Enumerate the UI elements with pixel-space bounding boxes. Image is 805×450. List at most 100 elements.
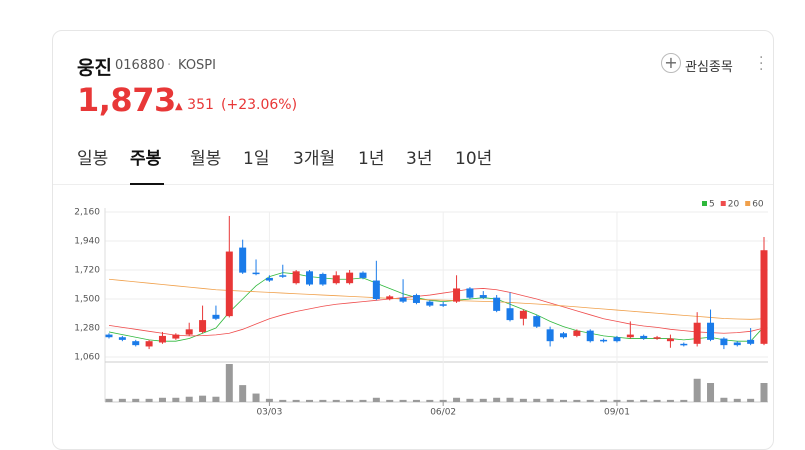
volume-bar [386, 399, 394, 402]
volume-bar [573, 399, 581, 402]
candle-body [466, 288, 474, 298]
volume-bar [306, 399, 314, 402]
candle-body [733, 342, 741, 346]
legend-label: 60 [752, 200, 764, 210]
candle-body [239, 247, 247, 273]
volume-bar [105, 398, 113, 402]
candle-body [506, 308, 514, 321]
candle-body [559, 333, 567, 338]
candle-body [412, 295, 420, 303]
period-tab[interactable]: 월봉 [190, 149, 222, 169]
candle-body [306, 271, 314, 285]
x-tick-label: 06/02 [430, 408, 456, 418]
candle-body [600, 339, 608, 342]
candle-body [185, 329, 193, 335]
candle-body [720, 338, 728, 346]
volume-bar [145, 398, 153, 402]
volume-bar [265, 398, 273, 402]
volume-bar [653, 399, 661, 402]
volume-bar [225, 364, 233, 402]
candle-body [372, 280, 380, 299]
candle-body [199, 320, 207, 332]
volume-bar [372, 397, 380, 402]
volume-bar [479, 398, 487, 402]
legend-label: 5 [709, 200, 715, 210]
candle-body [332, 275, 340, 284]
volume-bar [747, 398, 755, 402]
candle-body [426, 301, 434, 306]
chart: 1,060 1,280 1,500 1,720 1,940 2,160 03/03 06/02… [74, 200, 768, 418]
volume-bar [172, 397, 180, 402]
volume-bar [519, 398, 527, 402]
volume-bar [533, 398, 541, 402]
candle-body [346, 272, 354, 284]
volume-bar [693, 378, 701, 402]
candle-body [453, 288, 461, 302]
change-percent: (+23.06%) [221, 97, 298, 113]
period-tab[interactable]: 1년 [358, 149, 385, 169]
period-tab[interactable]: 3년 [406, 149, 433, 169]
more-menu[interactable]: · · · [759, 50, 764, 78]
active-tab-indicator [130, 183, 164, 185]
volume-bar [439, 399, 447, 402]
volume-bar [292, 399, 300, 402]
volume-bar [626, 399, 634, 402]
candle-body [145, 341, 153, 347]
y-tick-label: 1,720 [74, 266, 100, 276]
volume-bar [185, 396, 193, 402]
volume-bar [546, 398, 554, 402]
volume-bar [493, 397, 501, 402]
add-icon[interactable]: + [661, 53, 681, 73]
volume-bar [613, 399, 621, 402]
volume-bar [118, 398, 126, 402]
y-tick-label: 1,500 [74, 295, 100, 305]
volume-bar [720, 397, 728, 402]
candle-body [319, 273, 327, 285]
volume-bar [199, 395, 207, 402]
candle-body [158, 335, 166, 343]
volume-bar [760, 383, 768, 402]
candle-body [292, 271, 300, 284]
period-tab[interactable]: 주봉 [130, 149, 162, 169]
volume-bar [279, 399, 287, 402]
candle-body [265, 277, 273, 281]
legend-swatch [702, 201, 707, 206]
volume-bar [707, 383, 715, 402]
moving-average [108, 278, 765, 320]
candle-body [493, 297, 501, 311]
candle-body [693, 322, 701, 344]
volume-bar [346, 399, 354, 402]
candle-body [640, 335, 648, 339]
stock-code: 016880 [115, 58, 165, 73]
candle-body [399, 297, 407, 302]
moving-average [108, 272, 765, 342]
x-tick-label: 09/01 [604, 408, 630, 418]
period-tab[interactable]: 1일 [243, 149, 270, 169]
x-tick-label: 03/03 [256, 408, 282, 418]
candle-body [747, 339, 755, 344]
period-tab[interactable]: 3개월 [293, 149, 336, 169]
candle-body [132, 341, 140, 346]
candle-body [279, 275, 287, 277]
favorite-button[interactable]: 관심종목 [685, 60, 733, 75]
candle-body [252, 272, 260, 275]
volume-bar [212, 396, 220, 402]
candle-body [386, 296, 394, 299]
volume-bar [319, 399, 327, 402]
volume-bar [239, 385, 247, 402]
period-tab[interactable]: 10년 [455, 149, 493, 169]
volume-bar [666, 399, 674, 402]
period-tab[interactable]: 일봉 [77, 149, 109, 169]
candle-body [172, 334, 180, 339]
volume-bar [506, 397, 514, 402]
candle-body [760, 250, 768, 344]
page: {"header": {"name": "웅진", "code": "01688… [52, 30, 774, 450]
volume-bar [733, 398, 741, 402]
candle-body [225, 251, 233, 317]
volume-bar [640, 399, 648, 402]
y-tick-label: 1,280 [74, 324, 100, 334]
legend-swatch [745, 201, 751, 206]
y-tick-label: 2,160 [74, 208, 100, 218]
volume-bar [680, 399, 688, 402]
volume-bar [412, 399, 420, 402]
